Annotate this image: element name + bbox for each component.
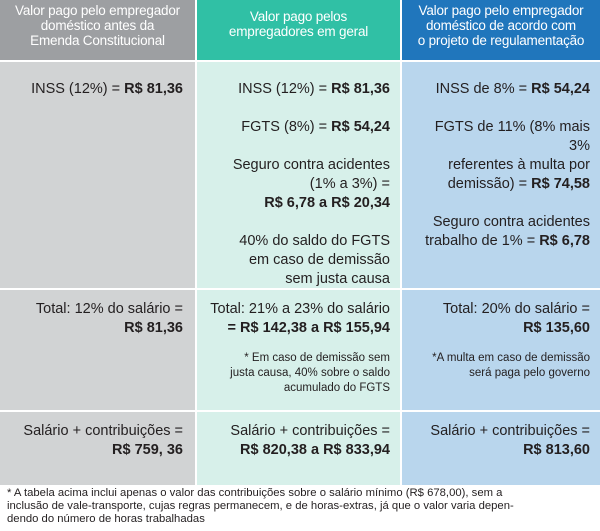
multa-col2-line3: sem justa causa: [285, 271, 390, 287]
seguro-col2-line1: Seguro contra acidentes: [232, 157, 390, 173]
footnote: * A tabela acima inclui apenas o valor d…: [7, 487, 595, 526]
total-col3: Total: 20% do salário = R$ 135,60 *A mul…: [400, 288, 600, 410]
contrib-col1: INSS (12%) = R$ 81,36: [0, 60, 195, 288]
fgts-col3-line1: FGTS de 11% (8% mais 3%: [434, 119, 590, 154]
fgts-col3-line2: referentes à multa por: [448, 157, 590, 173]
header-before-amendment: Valor pago pelo empregador doméstico ant…: [0, 0, 195, 60]
total-col2-note-line1: * Em caso de demissão sem: [244, 352, 390, 364]
total-col3-note-line1: *A multa em caso de demissão: [432, 352, 590, 364]
inss-col3: INSS de 8% = R$ 54,24: [435, 81, 590, 97]
footnote-line2: inclusão de vale-transporte, cujas regra…: [7, 500, 514, 512]
total-col2: Total: 21% a 23% do salário = R$ 142,38 …: [195, 288, 400, 410]
header-col1-line3: Emenda Constitucional: [30, 33, 165, 48]
total-col3-value: R$ 135,60: [523, 320, 590, 336]
total-col2-label: Total: 21% a 23% do salário: [210, 301, 390, 317]
inss-col1: INSS (12%) = R$ 81,36: [31, 81, 183, 97]
salary-col1-label: Salário + contribuições =: [23, 423, 183, 439]
salary-col3-value: R$ 813,60: [523, 442, 590, 458]
header-col3-line1: Valor pago pelo empregador: [418, 3, 584, 18]
seguro-col3-line2: trabalho de 1% = R$ 6,78: [425, 233, 590, 249]
header-general-employers: Valor pago pelos empregadores em geral: [195, 0, 400, 60]
total-col2-note-line2: justa causa, 40% sobre o saldo: [230, 367, 390, 379]
salary-col2-label: Salário + contribuições =: [230, 423, 390, 439]
multa-col2-line2: em caso de demissão: [248, 252, 390, 268]
header-col3-line2: doméstico de acordo com: [426, 18, 576, 33]
seguro-col2-value: R$ 6,78 a R$ 20,34: [264, 195, 390, 211]
contrib-col3: INSS de 8% = R$ 54,24 FGTS de 11% (8% ma…: [400, 60, 600, 288]
header-col2-line1: Valor pago pelos: [249, 9, 348, 24]
total-col3-label: Total: 20% do salário =: [442, 301, 590, 317]
total-col2-note-line3: acumulado do FGTS: [283, 382, 390, 394]
total-col1-value: R$ 81,36: [124, 320, 183, 336]
footnote-line1: * A tabela acima inclui apenas o valor d…: [7, 487, 503, 499]
header-regulation-project: Valor pago pelo empregador doméstico de …: [400, 0, 600, 60]
contrib-col2: INSS (12%) = R$ 81,36 FGTS (8%) = R$ 54,…: [195, 60, 400, 288]
salary-col3-label: Salário + contribuições =: [430, 423, 590, 439]
header-col1-line2: doméstico antes da: [40, 18, 155, 33]
multa-col2-line1: 40% do saldo do FGTS: [239, 233, 390, 249]
inss-col2: INSS (12%) = R$ 81,36: [238, 81, 390, 97]
salary-col3: Salário + contribuições = R$ 813,60: [400, 410, 600, 485]
salary-col1-value: R$ 759, 36: [112, 442, 183, 458]
comparison-table: Valor pago pelo empregador doméstico ant…: [0, 0, 600, 485]
header-col2-line2: empregadores em geral: [228, 24, 369, 39]
header-col1-line1: Valor pago pelo empregador: [15, 3, 180, 18]
salary-col2-value: R$ 820,38 a R$ 833,94: [240, 442, 390, 458]
seguro-col2-line2: (1% a 3%) =: [309, 176, 390, 192]
salary-col1: Salário + contribuições = R$ 759, 36: [0, 410, 195, 485]
header-col3-line3: o projeto de regulamentação: [417, 33, 585, 48]
salary-col2: Salário + contribuições = R$ 820,38 a R$…: [195, 410, 400, 485]
total-col1-label: Total: 12% do salário =: [35, 301, 183, 317]
total-col3-note-line2: será paga pelo governo: [469, 367, 590, 379]
fgts-col3-line3: demissão) = R$ 74,58: [447, 176, 590, 192]
total-col2-value: = R$ 142,38 a R$ 155,94: [227, 320, 390, 336]
total-col1: Total: 12% do salário = R$ 81,36: [0, 288, 195, 410]
footnote-line3: dendo do número de horas trabalhadas: [7, 513, 205, 525]
seguro-col3-line1: Seguro contra acidentes: [432, 214, 590, 230]
fgts-col2: FGTS (8%) = R$ 54,24: [241, 119, 390, 135]
